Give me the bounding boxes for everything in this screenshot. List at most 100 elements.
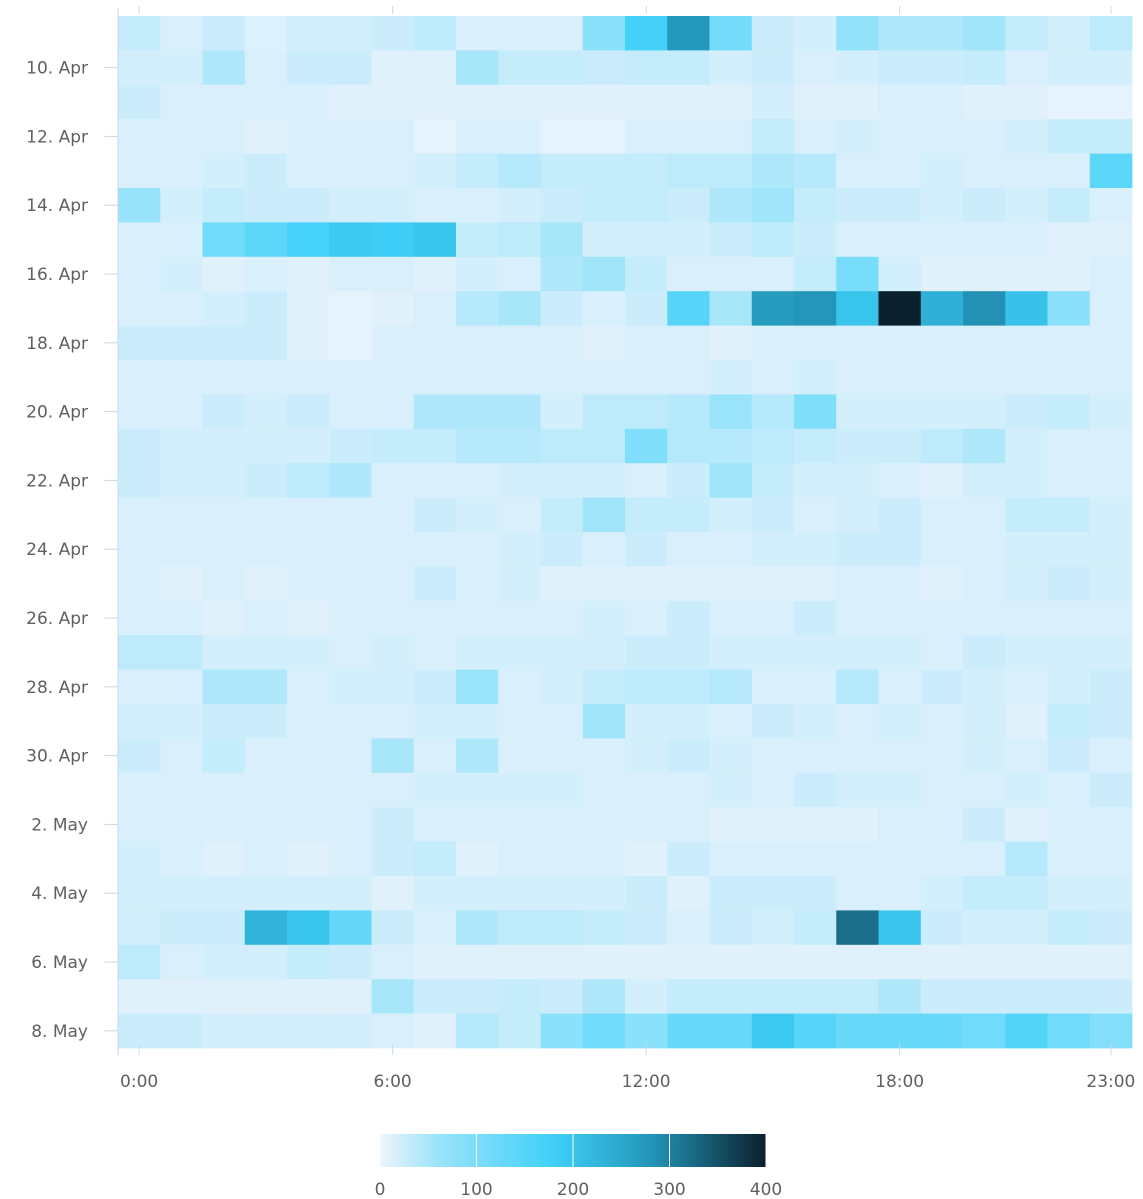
- y-tick-label: 16. Apr: [26, 265, 88, 285]
- heatmap-cell: [1047, 704, 1091, 739]
- heatmap-cell: [667, 772, 710, 808]
- heatmap-cell: [498, 360, 541, 395]
- heatmap-cell: [413, 738, 457, 774]
- heatmap-cell: [244, 428, 288, 464]
- heatmap-cell: [413, 772, 457, 808]
- heatmap-cell: [920, 532, 964, 567]
- heatmap-cell: [1005, 188, 1048, 223]
- heatmap-cell: [456, 669, 499, 705]
- heatmap-cell: [244, 360, 288, 395]
- heatmap-cell: [371, 738, 415, 774]
- heatmap-cell: [540, 256, 584, 292]
- heatmap-cell: [963, 807, 1006, 842]
- heatmap-cell: [667, 463, 710, 498]
- heatmap-cell: [625, 979, 668, 1014]
- heatmap-cell: [1047, 1013, 1091, 1049]
- heatmap-cell: [329, 807, 372, 842]
- heatmap-cell: [202, 153, 246, 189]
- heatmap-cell: [794, 394, 837, 430]
- heatmap-cell: [625, 600, 668, 636]
- heatmap-cell: [371, 979, 415, 1014]
- heatmap-cell: [878, 463, 922, 498]
- heatmap-cell: [287, 635, 330, 670]
- heatmap-cell: [202, 669, 246, 705]
- heatmap-cell: [498, 600, 541, 636]
- heatmap-cell: [878, 600, 922, 636]
- heatmap-cell: [118, 360, 161, 395]
- heatmap-cell: [878, 325, 922, 361]
- heatmap-cell: [329, 566, 372, 602]
- heatmap-cell: [287, 910, 330, 946]
- heatmap-cell: [202, 188, 246, 223]
- heatmap-cell: [160, 1013, 203, 1049]
- heatmap-cell: [329, 119, 372, 154]
- heatmap-cell: [582, 463, 626, 498]
- heatmap-cell: [287, 944, 330, 980]
- heatmap-cell: [963, 841, 1006, 877]
- colorbar-tick-label: 200: [557, 1180, 589, 1199]
- heatmap-cell: [371, 841, 415, 877]
- heatmap-cell: [878, 944, 922, 980]
- heatmap-cell: [244, 119, 288, 154]
- heatmap-cell: [667, 119, 710, 154]
- heatmap-cell: [1005, 84, 1048, 120]
- heatmap-cell: [202, 222, 246, 258]
- heatmap-cell: [836, 256, 879, 292]
- heatmap-cell: [498, 119, 541, 154]
- heatmap-cell: [836, 600, 879, 636]
- heatmap-cell: [709, 428, 753, 464]
- heatmap-cell: [287, 876, 330, 911]
- heatmap-cell: [751, 600, 795, 636]
- heatmap-cell: [1089, 704, 1133, 739]
- heatmap-cell: [1047, 428, 1091, 464]
- heatmap-cell: [244, 944, 288, 980]
- heatmap-cell: [625, 635, 668, 670]
- heatmap-cell: [1089, 119, 1133, 154]
- y-tick-label: 12. Apr: [26, 127, 88, 147]
- heatmap-cell: [287, 256, 330, 292]
- heatmap-cell: [836, 979, 879, 1014]
- heatmap-cell: [709, 566, 753, 602]
- heatmap-cell: [287, 979, 330, 1014]
- heatmap-cell: [963, 50, 1006, 86]
- heatmap-cell: [202, 50, 246, 86]
- heatmap-cell: [1005, 463, 1048, 498]
- heatmap-cell: [1005, 532, 1048, 567]
- heatmap-cell: [160, 360, 203, 395]
- heatmap-cell: [920, 704, 964, 739]
- heatmap-cell: [878, 428, 922, 464]
- heatmap-cell: [456, 635, 499, 670]
- heatmap-cell: [498, 910, 541, 946]
- heatmap-cell: [582, 428, 626, 464]
- heatmap-cell: [920, 291, 964, 326]
- heatmap-cell: [540, 394, 584, 430]
- heatmap-cell: [413, 84, 457, 120]
- heatmap-cell: [498, 222, 541, 258]
- heatmap-cell: [118, 772, 161, 808]
- heatmap-cell: [836, 119, 879, 154]
- heatmap-cell: [1005, 1013, 1048, 1049]
- heatmap-cell: [582, 635, 626, 670]
- heatmap-cell: [371, 84, 415, 120]
- x-tick-label: 0:00: [120, 1072, 158, 1092]
- heatmap-cell: [244, 222, 288, 258]
- heatmap-cell: [456, 325, 499, 361]
- heatmap-cell: [582, 360, 626, 395]
- heatmap-cell: [244, 738, 288, 774]
- heatmap-cell: [836, 910, 879, 946]
- heatmap-cell: [582, 256, 626, 292]
- heatmap-cell: [625, 222, 668, 258]
- heatmap-cell: [244, 463, 288, 498]
- heatmap-cell: [582, 669, 626, 705]
- heatmap-cell: [287, 669, 330, 705]
- heatmap-cell: [667, 84, 710, 120]
- heatmap-cell: [920, 669, 964, 705]
- heatmap-cell: [413, 291, 457, 326]
- heatmap-cell: [202, 979, 246, 1014]
- heatmap-cell: [1089, 153, 1133, 189]
- heatmap-cell: [836, 532, 879, 567]
- heatmap-cell: [1005, 772, 1048, 808]
- heatmap-cell: [625, 16, 668, 51]
- heatmap-cell: [456, 1013, 499, 1049]
- heatmap-cell: [794, 600, 837, 636]
